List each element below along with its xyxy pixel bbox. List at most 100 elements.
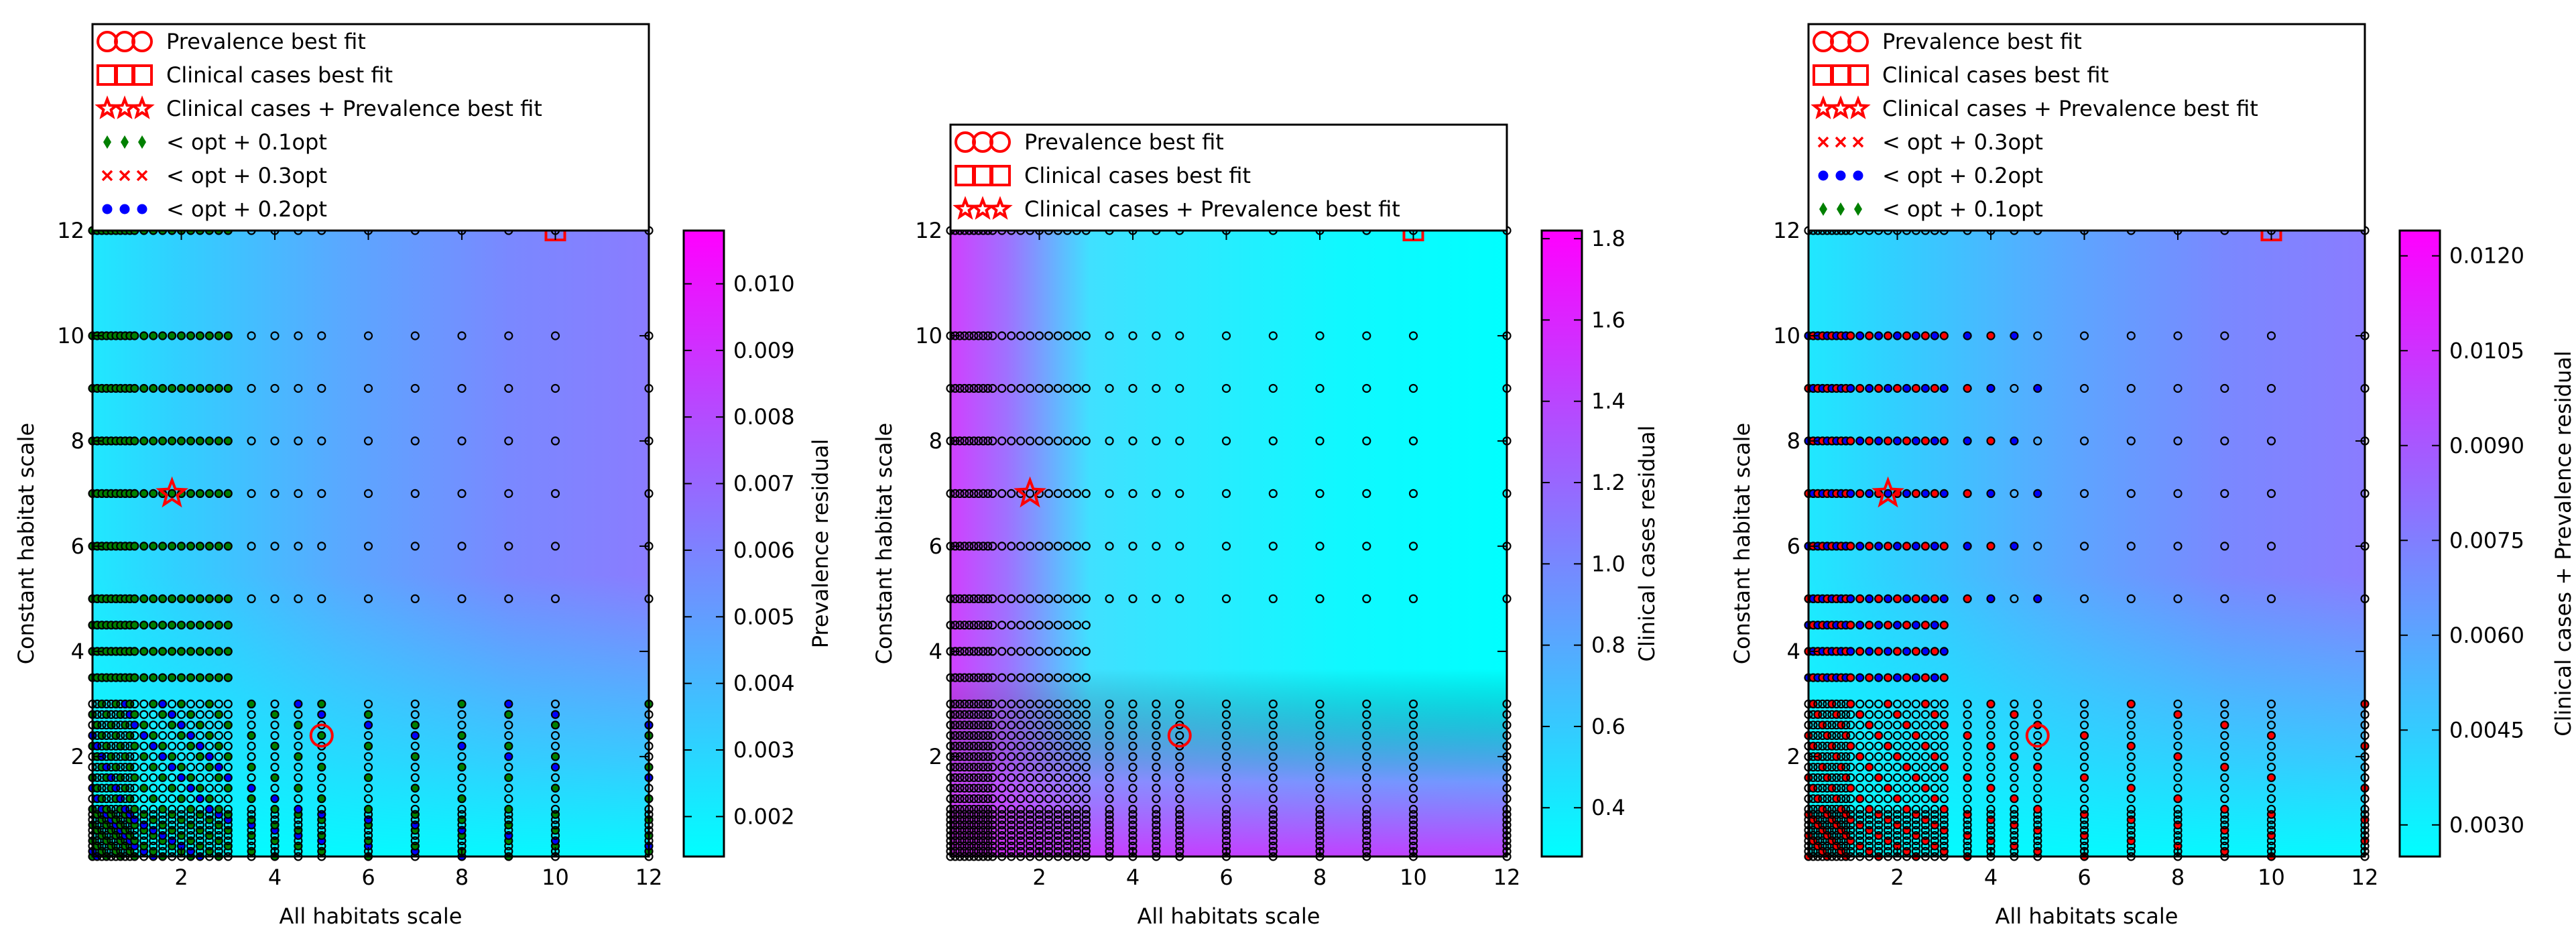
sample-point	[457, 331, 467, 340]
sample-point	[960, 542, 969, 551]
sample-point	[195, 794, 204, 804]
sample-point	[988, 783, 997, 793]
sample-point	[1362, 783, 1371, 793]
sample-point	[214, 804, 223, 814]
sample-point	[214, 594, 223, 604]
sample-point	[1016, 773, 1026, 782]
sample-point	[2220, 594, 2229, 604]
sample-point	[270, 331, 280, 340]
sample-point	[955, 830, 965, 840]
sample-point	[1930, 594, 1939, 604]
sample-point	[969, 836, 979, 846]
sample-point	[214, 846, 223, 856]
sample-point	[1930, 731, 1939, 741]
sample-point	[1128, 752, 1138, 761]
sample-point	[1128, 383, 1138, 393]
sample-point	[1315, 594, 1325, 604]
sample-point	[1874, 331, 1884, 340]
sample-point	[1007, 383, 1016, 393]
sample-point	[1884, 699, 1893, 709]
sample-point	[1408, 489, 1418, 499]
sample-point	[2126, 710, 2136, 719]
sample-point	[1892, 720, 1902, 730]
sample-point	[1865, 741, 1874, 751]
sample-point	[363, 720, 373, 730]
sample-point	[504, 542, 513, 551]
sample-point	[955, 810, 965, 819]
sample-point	[139, 383, 149, 393]
sample-point	[186, 489, 196, 499]
sample-point	[410, 710, 420, 719]
sample-point	[457, 383, 467, 393]
sample-point	[139, 752, 149, 761]
legend-label: Prevalence best fit	[166, 29, 366, 54]
sample-point	[1105, 594, 1114, 604]
sample-point	[969, 647, 979, 656]
sample-point	[1930, 830, 1939, 840]
sample-point	[969, 621, 979, 630]
sample-point	[979, 383, 988, 393]
x-tick-label: 12	[2351, 865, 2379, 890]
sample-point	[1034, 820, 1044, 830]
sample-point	[1053, 810, 1063, 819]
sample-point	[247, 841, 256, 850]
sample-point	[1884, 594, 1893, 604]
sample-point	[1408, 752, 1418, 761]
sample-point	[2266, 331, 2276, 340]
sample-point	[1044, 731, 1054, 741]
sample-point	[1813, 741, 1823, 751]
sample-point	[2173, 804, 2183, 814]
sample-point	[1939, 489, 1949, 499]
sample-point	[1105, 720, 1114, 730]
sample-point	[965, 841, 974, 850]
sample-point	[2173, 331, 2183, 340]
sample-point	[2010, 794, 2019, 804]
sample-point	[410, 794, 420, 804]
sample-point	[979, 804, 988, 814]
sample-point	[1963, 826, 1972, 835]
sample-point	[223, 673, 233, 682]
sample-point	[1902, 436, 1912, 446]
sample-point	[1175, 699, 1184, 709]
sample-point	[988, 841, 997, 850]
sample-point	[1846, 383, 1855, 393]
legend-marker	[987, 196, 1013, 220]
sample-point	[1268, 815, 1278, 824]
sample-point	[965, 489, 974, 499]
colorbar-tick-label: 0.010	[733, 271, 795, 296]
sample-point	[139, 804, 149, 814]
sample-point	[1007, 673, 1016, 682]
sample-point	[2126, 826, 2136, 835]
sample-point	[2266, 720, 2276, 730]
sample-point	[1963, 710, 1972, 719]
sample-point	[1016, 846, 1026, 856]
sample-point	[1072, 810, 1081, 819]
sample-point	[1062, 830, 1072, 840]
sample-point	[2266, 826, 2276, 835]
sample-point	[1062, 594, 1072, 604]
sample-point	[969, 815, 979, 824]
sample-point	[247, 594, 256, 604]
sample-point	[1986, 773, 1996, 782]
sample-point	[1016, 826, 1026, 835]
sample-point	[983, 794, 993, 804]
sample-point	[139, 489, 149, 499]
sample-point	[1920, 810, 1930, 819]
y-tick-label: 6	[1787, 533, 1800, 559]
sample-point	[2033, 699, 2042, 709]
sample-point	[116, 762, 125, 772]
sample-point	[186, 436, 196, 446]
legend-marker	[1817, 136, 1829, 148]
sample-point	[1175, 489, 1184, 499]
sample-point	[2220, 773, 2229, 782]
sample-point	[1053, 720, 1063, 730]
sample-point	[2010, 699, 2019, 709]
sample-point	[1072, 794, 1081, 804]
sample-point	[1884, 331, 1893, 340]
sample-point	[2010, 331, 2019, 340]
sample-point	[1034, 673, 1044, 682]
sample-point	[1855, 673, 1865, 682]
y-tick-label: 10	[57, 323, 84, 349]
sample-point	[960, 647, 969, 656]
